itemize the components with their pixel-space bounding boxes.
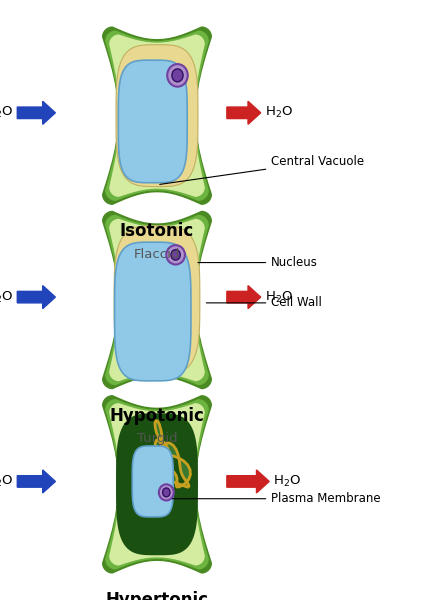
Polygon shape (105, 31, 209, 201)
Polygon shape (155, 421, 191, 487)
Text: Isotonic: Isotonic (120, 222, 194, 240)
Ellipse shape (171, 250, 180, 260)
Text: H$_2$O: H$_2$O (0, 105, 13, 121)
FancyArrow shape (227, 101, 261, 124)
FancyArrow shape (17, 470, 56, 493)
Text: H$_2$O: H$_2$O (265, 105, 293, 121)
FancyArrow shape (227, 470, 269, 493)
Text: H$_2$O: H$_2$O (0, 290, 13, 305)
Text: H$_2$O: H$_2$O (273, 474, 302, 489)
Text: Flaccid: Flaccid (134, 248, 180, 261)
Polygon shape (102, 395, 212, 574)
Ellipse shape (167, 64, 188, 86)
Polygon shape (114, 226, 200, 374)
Polygon shape (116, 413, 198, 555)
Ellipse shape (159, 484, 174, 500)
Text: H$_2$O: H$_2$O (265, 290, 293, 305)
Polygon shape (108, 218, 206, 382)
Polygon shape (105, 215, 209, 385)
Polygon shape (102, 26, 212, 205)
Text: H$_2$O: H$_2$O (0, 474, 13, 489)
Text: Central Vacuole: Central Vacuole (160, 155, 364, 184)
Ellipse shape (163, 488, 170, 497)
FancyArrow shape (17, 101, 56, 124)
Text: Nucleus: Nucleus (198, 256, 318, 269)
Polygon shape (105, 399, 209, 569)
Text: Turgid: Turgid (137, 433, 177, 445)
Ellipse shape (172, 69, 183, 82)
Polygon shape (118, 60, 187, 183)
FancyArrow shape (227, 286, 261, 308)
Ellipse shape (166, 245, 185, 265)
Polygon shape (102, 211, 212, 389)
Polygon shape (108, 34, 206, 198)
Text: Cell Wall: Cell Wall (206, 296, 322, 310)
Text: Hypotonic: Hypotonic (109, 407, 205, 425)
Text: Plasma Membrane: Plasma Membrane (172, 492, 381, 505)
FancyArrow shape (17, 286, 56, 308)
Polygon shape (108, 402, 206, 566)
Polygon shape (115, 242, 191, 381)
Text: Hypertonic: Hypertonic (105, 591, 209, 600)
Polygon shape (116, 45, 198, 187)
Polygon shape (132, 446, 173, 517)
